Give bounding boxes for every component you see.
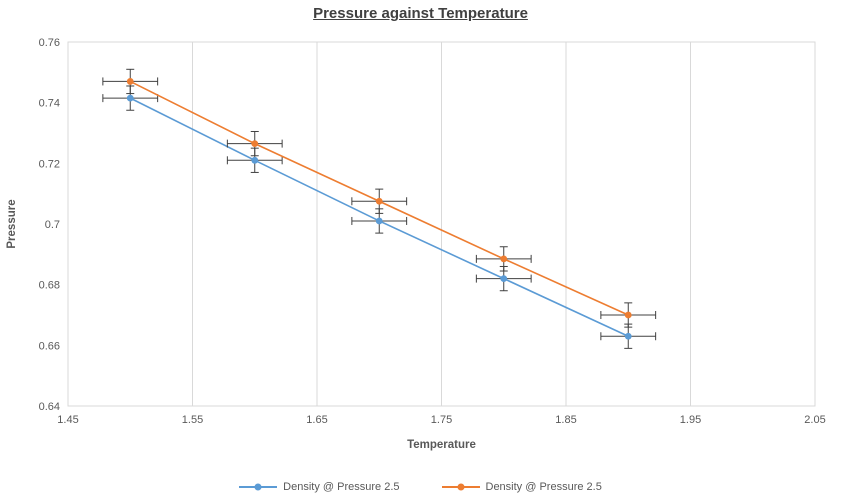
y-tick-label: 0.76 [39, 37, 60, 49]
data-point [126, 78, 134, 85]
x-tick-label: 1.75 [431, 414, 452, 426]
legend-marker-icon [441, 483, 480, 491]
data-point [375, 197, 383, 205]
data-point [624, 332, 632, 340]
y-tick-label: 0.74 [39, 98, 60, 110]
legend-marker-icon [239, 483, 278, 491]
x-tick-label: 1.55 [182, 414, 203, 426]
data-point [251, 140, 259, 148]
plot-border [67, 41, 816, 407]
data-point [500, 255, 508, 263]
y-tick-label: 0.68 [39, 280, 60, 292]
data-point [624, 311, 632, 319]
data-point [251, 156, 259, 164]
data-point [500, 275, 508, 282]
y-tick-label: 0.64 [39, 401, 60, 413]
legend-item-1: Density @ Pressure 2.5 [441, 481, 602, 493]
legend-item-0: Density @ Pressure 2.5 [239, 481, 400, 493]
legend: Density @ Pressure 2.5 Density @ Pressure… [0, 481, 841, 493]
series-1 [102, 68, 657, 328]
y-tick-label: 0.72 [39, 158, 60, 170]
y-tick-label: 0.7 [45, 219, 60, 231]
legend-label: Density @ Pressure 2.5 [283, 481, 400, 493]
y-tick-label: 0.66 [39, 340, 60, 352]
x-tick-label: 1.95 [680, 414, 701, 426]
y-axis-title: Pressure [6, 199, 18, 248]
x-tick-label: 1.65 [306, 414, 327, 426]
x-tick-label: 2.05 [804, 414, 825, 426]
x-tick-label: 1.45 [57, 414, 78, 426]
x-tick-label: 1.85 [555, 414, 576, 426]
legend-dot-icon [254, 483, 262, 491]
x-axis-title: Temperature [407, 439, 476, 451]
chart-title: Pressure against Temperature [313, 5, 528, 22]
data-point [126, 94, 134, 102]
data-point [375, 217, 383, 225]
series-0 [102, 85, 657, 349]
legend-dot-icon [457, 483, 464, 491]
legend-label: Density @ Pressure 2.5 [485, 481, 602, 493]
